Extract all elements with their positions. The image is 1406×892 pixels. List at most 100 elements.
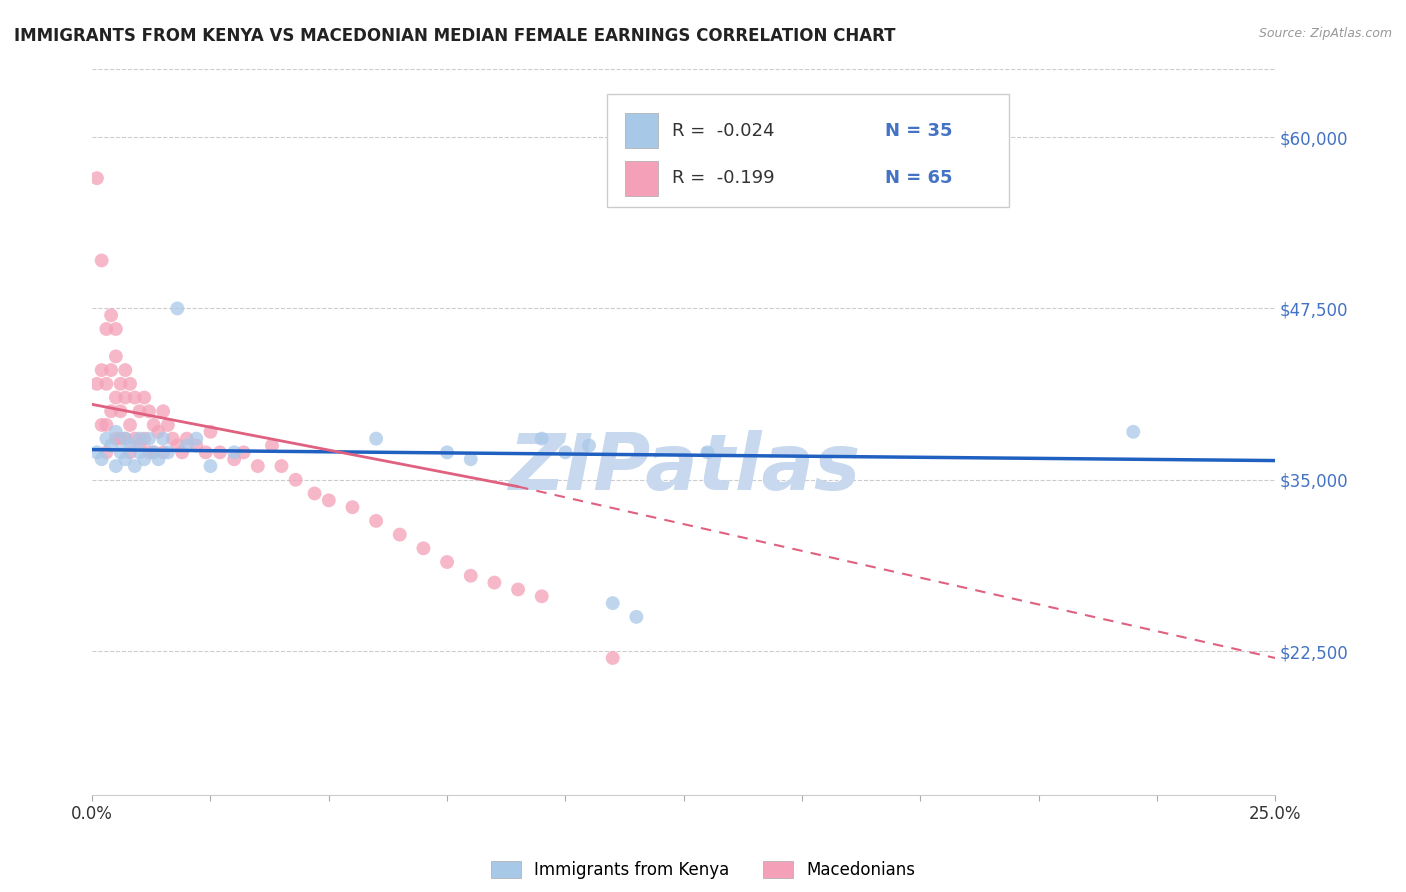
Point xyxy=(436,555,458,569)
Point xyxy=(304,486,326,500)
Point xyxy=(578,438,600,452)
Point xyxy=(124,432,146,446)
Point xyxy=(90,417,112,432)
Point xyxy=(460,452,482,467)
Point xyxy=(166,301,188,316)
Point xyxy=(200,425,222,439)
Point xyxy=(96,445,118,459)
Point xyxy=(224,452,246,467)
Text: R =  -0.024: R = -0.024 xyxy=(672,121,775,139)
Point xyxy=(602,651,624,665)
FancyBboxPatch shape xyxy=(607,94,1010,207)
Point xyxy=(96,417,118,432)
Point xyxy=(530,432,553,446)
Text: IMMIGRANTS FROM KENYA VS MACEDONIAN MEDIAN FEMALE EARNINGS CORRELATION CHART: IMMIGRANTS FROM KENYA VS MACEDONIAN MEDI… xyxy=(14,27,896,45)
Point xyxy=(110,376,132,391)
Point xyxy=(110,445,132,459)
Point xyxy=(114,432,136,446)
Point xyxy=(152,432,174,446)
Point xyxy=(134,432,156,446)
Point xyxy=(96,432,118,446)
Point xyxy=(200,458,222,473)
Point xyxy=(162,432,184,446)
Point xyxy=(104,322,127,336)
Point xyxy=(186,432,208,446)
Point xyxy=(138,432,160,446)
Point xyxy=(104,458,127,473)
Point xyxy=(412,541,434,556)
Point xyxy=(436,445,458,459)
Point xyxy=(284,473,307,487)
Point xyxy=(142,445,165,459)
Text: ZIPatlas: ZIPatlas xyxy=(508,430,860,506)
Point xyxy=(156,445,179,459)
Point xyxy=(138,445,160,459)
Point xyxy=(100,363,122,377)
Point xyxy=(104,350,127,364)
Point xyxy=(186,438,208,452)
Point xyxy=(124,458,146,473)
Point xyxy=(104,432,127,446)
Point xyxy=(166,438,188,452)
Point xyxy=(118,417,141,432)
Point xyxy=(90,363,112,377)
Point xyxy=(260,438,283,452)
Point xyxy=(208,445,231,459)
Point xyxy=(96,376,118,391)
Point xyxy=(270,458,292,473)
Point xyxy=(128,445,150,459)
Point xyxy=(506,582,529,597)
Point xyxy=(118,438,141,452)
Text: Source: ZipAtlas.com: Source: ZipAtlas.com xyxy=(1258,27,1392,40)
Point xyxy=(124,391,146,405)
Point xyxy=(148,425,170,439)
Point xyxy=(104,391,127,405)
Point xyxy=(194,445,217,459)
Point xyxy=(134,452,156,467)
Point xyxy=(156,417,179,432)
Point xyxy=(152,445,174,459)
Point xyxy=(96,322,118,336)
Point xyxy=(1122,425,1144,439)
Point xyxy=(128,438,150,452)
Point xyxy=(86,376,108,391)
Text: R =  -0.199: R = -0.199 xyxy=(672,169,775,187)
Point xyxy=(696,445,718,459)
Text: N = 65: N = 65 xyxy=(884,169,952,187)
Point xyxy=(176,432,198,446)
Point xyxy=(100,438,122,452)
Point xyxy=(110,404,132,418)
Point xyxy=(484,575,506,590)
Point xyxy=(460,568,482,582)
Point xyxy=(148,452,170,467)
FancyBboxPatch shape xyxy=(624,161,658,195)
Point xyxy=(114,452,136,467)
Point xyxy=(114,432,136,446)
Point xyxy=(86,445,108,459)
Point xyxy=(90,452,112,467)
Point xyxy=(554,445,576,459)
FancyBboxPatch shape xyxy=(624,113,658,148)
Point xyxy=(366,514,388,528)
Point xyxy=(134,391,156,405)
Point xyxy=(110,432,132,446)
Point xyxy=(366,432,388,446)
Point xyxy=(128,432,150,446)
Point xyxy=(246,458,269,473)
Point xyxy=(114,363,136,377)
Point xyxy=(626,610,648,624)
Point xyxy=(152,404,174,418)
Point xyxy=(224,445,246,459)
Point xyxy=(232,445,254,459)
Point xyxy=(318,493,340,508)
Point xyxy=(114,391,136,405)
Point xyxy=(138,404,160,418)
Point xyxy=(142,417,165,432)
Point xyxy=(388,527,411,541)
Text: N = 35: N = 35 xyxy=(884,121,952,139)
Point xyxy=(530,589,553,603)
Point xyxy=(118,445,141,459)
Point xyxy=(142,445,165,459)
Point xyxy=(602,596,624,610)
Point xyxy=(118,376,141,391)
